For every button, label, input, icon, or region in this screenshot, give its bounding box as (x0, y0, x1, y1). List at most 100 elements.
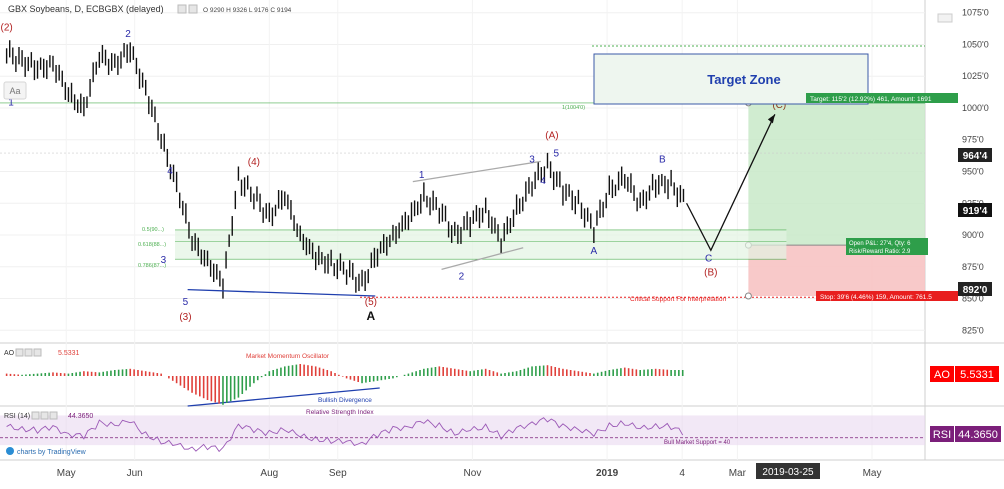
wave-label: 2 (125, 29, 131, 40)
wave-label: (2) (1, 22, 13, 33)
price-axis-area[interactable] (925, 0, 1004, 460)
y-tick-labels: 1075'01050'01025'01000'0975'0950'0925'09… (962, 8, 989, 336)
stop-label-badge (816, 291, 958, 301)
wave-label: B (659, 155, 666, 166)
ao-panel-title: AO (4, 350, 15, 357)
rsi-axis-label-text: RSI (933, 429, 951, 441)
price-label-919-text: 919'4 (963, 206, 988, 217)
wave-label: (C) (772, 100, 786, 111)
ao-panel-value: 5.5331 (58, 350, 80, 357)
text-style-button-label[interactable]: Aa (9, 86, 20, 96)
ao-close-icon[interactable] (33, 348, 42, 357)
rsi-value-badge-text: 44.3650 (958, 429, 998, 441)
rsi-panel-value: 44.3650 (68, 413, 93, 420)
ao-eye-icon[interactable] (15, 348, 24, 357)
wave-label: (4) (248, 157, 260, 168)
ao-axis-label-text: AO (934, 369, 950, 381)
y-tick-label: 875'0 (962, 262, 984, 272)
wave-label: A (367, 309, 376, 323)
bullish-divergence-label: Bullish Divergence (318, 397, 372, 404)
price-label-964 (958, 148, 992, 162)
x-tick-label: 4 (679, 468, 685, 479)
fib-label-50: 0.5(90...) (142, 227, 164, 233)
wave-label: (B) (704, 268, 717, 279)
text-style-button[interactable] (3, 81, 27, 100)
ao-value-badge-text: 5.5331 (960, 369, 994, 381)
y-tick-label: 900'0 (962, 230, 984, 240)
rsi-value-badge (955, 426, 1001, 442)
collapse-pane-icon[interactable] (937, 13, 953, 23)
wave-label: 1 (8, 97, 14, 108)
wave-label: (5) (365, 297, 377, 308)
rr-label-text: Risk/Reward Ratio: 2.9 (849, 249, 911, 255)
y-tick-label: 825'0 (962, 325, 984, 335)
wave-label: 4 (167, 166, 173, 177)
support-trend-line (187, 288, 376, 297)
wave-label: 5 (183, 297, 189, 308)
fib-label-618: 0.618(88...) (138, 242, 166, 248)
x-tick-label: May (57, 468, 76, 479)
tradingview-credit[interactable]: charts by TradingView (17, 449, 87, 456)
channel-upper-line (412, 160, 541, 183)
header-settings-icon[interactable] (188, 4, 198, 14)
wave-label: 3 (161, 255, 167, 266)
target-label-badge (806, 93, 958, 103)
y-tick-label: 950'0 (962, 167, 984, 177)
x-tick-label: Mar (729, 468, 747, 479)
projection-path (685, 114, 776, 252)
wave-label: 2 (459, 271, 465, 282)
x-tick-labels: May Jun Aug Sep Nov 2019 4 Mar May (57, 468, 882, 479)
wave-label: 1 (419, 170, 425, 181)
rsi-settings-icon[interactable] (40, 411, 49, 420)
wave-label: (A) (545, 130, 558, 141)
y-tick-label: 850'0 (962, 294, 984, 304)
projection-arrow-head (767, 114, 775, 124)
date-badge (756, 463, 820, 479)
wave-label: 4 (540, 176, 546, 187)
rsi-close-icon[interactable] (49, 411, 58, 420)
y-tick-label: 1075'0 (962, 8, 989, 18)
x-tick-label: Jun (127, 468, 143, 479)
x-tick-label: Aug (260, 468, 278, 479)
price-label-892 (958, 282, 992, 296)
header-eye-icon[interactable] (177, 4, 187, 14)
wave-label: 3 (529, 155, 535, 166)
rsi-eye-icon[interactable] (31, 411, 40, 420)
x-tick-label: Nov (464, 468, 482, 479)
x-tick-label: May (863, 468, 882, 479)
x-tick-label: Sep (329, 468, 347, 479)
rsi-axis-label (930, 426, 954, 442)
target-reward-zone (748, 102, 925, 246)
price-label-964-text: 964'4 (963, 151, 988, 162)
rsi-band (0, 415, 925, 446)
target-zone-label: Target Zone (707, 72, 780, 87)
critical-support-label: Critical Support For Interpretation (630, 296, 726, 303)
y-tick-label: 1025'0 (962, 71, 989, 81)
price-label-919 (958, 203, 992, 217)
ao-settings-icon[interactable] (24, 348, 33, 357)
bull-market-support-label: Bull Market Support = 40 (664, 440, 731, 446)
price-label-892-text: 892'0 (963, 285, 988, 296)
wave-label: A (591, 246, 598, 257)
y-tick-label: 1050'0 (962, 39, 989, 49)
rsi-plot (0, 415, 925, 453)
trend-lines (187, 114, 776, 407)
date-badge-text: 2019-03-25 (762, 467, 814, 478)
tradingview-logo-icon[interactable] (6, 447, 14, 455)
wave-label: (3) (179, 312, 191, 323)
chart-header-symbol: GBX Soybeans, D, ECBGBX (delayed) (8, 4, 164, 14)
rsi-line (6, 417, 684, 453)
x-tick-label: 2019 (596, 468, 619, 479)
price-bars (5, 40, 685, 299)
ao-histogram (5, 364, 684, 405)
market-momentum-label: Market Momentum Oscillator (246, 353, 330, 360)
fib-label-786: 0.786(87...) (138, 263, 166, 269)
channel-lower-line (441, 247, 524, 270)
y-tick-label: 1000'0 (962, 103, 989, 113)
fib-label-100: 1(1004'0) (562, 105, 585, 111)
ao-value-badge (955, 366, 999, 382)
ao-axis-label (930, 366, 954, 382)
